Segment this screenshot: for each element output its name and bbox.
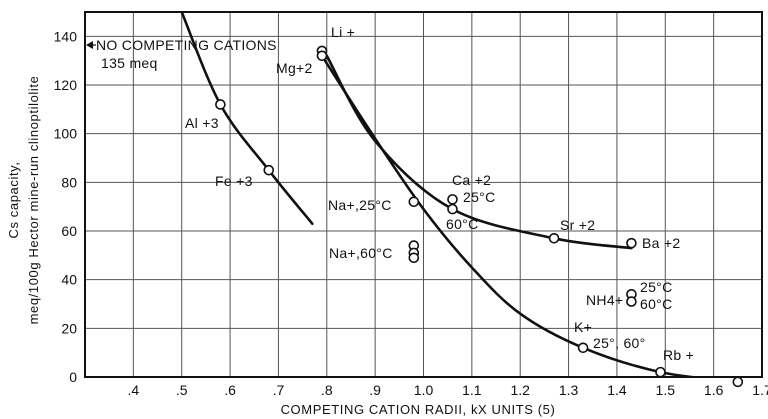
data-point <box>626 296 637 307</box>
data-point <box>408 196 420 208</box>
y-tick-label: 0 <box>69 369 77 385</box>
x-tick-label: 1.7 <box>752 382 768 398</box>
x-tick-label: .9 <box>369 382 381 398</box>
annotation-ca25: 25°C <box>463 189 495 205</box>
annotation-no-competing-value: 135 meq <box>101 55 158 71</box>
x-tick-label: 1.4 <box>607 382 627 398</box>
annotations: NO COMPETING CATIONS 135 meq Li + Mg+2 A… <box>86 24 694 363</box>
annotation-nh4-25: 25°C <box>640 279 672 295</box>
annotation-ba: Ba +2 <box>642 235 680 251</box>
y-tick-label: 80 <box>61 174 77 190</box>
data-point <box>447 203 458 215</box>
annotation-k: K+ <box>574 319 592 335</box>
fit-curve-2 <box>320 54 703 377</box>
data-point <box>263 164 275 176</box>
x-tick-label: .4 <box>128 382 140 398</box>
no-competing-arrowhead <box>86 41 93 49</box>
x-tick-label: .7 <box>273 382 285 398</box>
y-axis-label-line2: meq/100g Hector mine-run clinoptilolite <box>26 76 41 325</box>
data-points <box>215 45 744 388</box>
x-tick-label: .5 <box>176 382 188 398</box>
annotation-na60: Na+,60°C <box>329 245 393 261</box>
x-tick-label: 1.2 <box>510 382 530 398</box>
x-axis-label: COMPETING CATION RADII, kX UNITS (5) <box>281 402 556 417</box>
annotation-ca60: 60°C <box>446 216 478 232</box>
y-tick-label: 140 <box>54 28 78 44</box>
x-tick-label: .8 <box>321 382 333 398</box>
x-tick-label: 1.1 <box>462 382 482 398</box>
x-tick-label: 1.5 <box>656 382 676 398</box>
annotation-rb: Rb + <box>663 347 694 363</box>
data-point <box>655 366 666 378</box>
data-point <box>408 252 420 264</box>
data-point <box>577 342 589 354</box>
data-point <box>626 237 637 249</box>
x-tick-label: 1.6 <box>704 382 724 398</box>
y-tick-labels: 0 20 40 60 80 100 120 140 <box>54 28 78 385</box>
x-tick-label: .6 <box>224 382 236 398</box>
annotation-k-temps: 25°, 60° <box>593 335 646 351</box>
annotation-nh4-60: 60°C <box>640 296 672 312</box>
data-point <box>447 194 458 205</box>
x-tick-labels: .4 .5 .6 .7 .8 .9 1.0 1.1 1.2 1.3 1.4 1.5 1.6 1.7 <box>128 382 768 398</box>
annotation-no-competing: NO COMPETING CATIONS <box>96 37 277 53</box>
data-point <box>732 376 744 388</box>
y-tick-label: 120 <box>54 77 78 93</box>
y-tick-label: 60 <box>61 223 77 239</box>
annotation-na25: Na+,25°C <box>328 197 392 213</box>
grid <box>85 12 763 377</box>
annotation-sr: Sr +2 <box>560 217 595 233</box>
annotation-nh4: NH4+ <box>586 292 623 308</box>
annotation-mg: Mg+2 <box>276 60 313 76</box>
annotation-ca: Ca +2 <box>452 172 491 188</box>
annotation-al: Al +3 <box>185 115 219 131</box>
data-point <box>548 233 560 244</box>
data-point <box>316 50 328 62</box>
annotation-li: Li + <box>331 24 355 40</box>
data-point <box>215 99 226 110</box>
y-tick-label: 100 <box>54 126 78 142</box>
plot-frame <box>84 11 763 378</box>
y-tick-label: 40 <box>61 272 77 288</box>
y-tick-label: 20 <box>61 320 77 336</box>
x-tick-label: 1.0 <box>414 382 434 398</box>
annotation-fe: Fe +3 <box>215 173 253 189</box>
fit-curves <box>180 12 703 377</box>
fit-curve-1 <box>180 12 314 225</box>
x-tick-label: 1.3 <box>559 382 579 398</box>
y-axis-label-line1: Cs capacity, <box>6 161 21 238</box>
